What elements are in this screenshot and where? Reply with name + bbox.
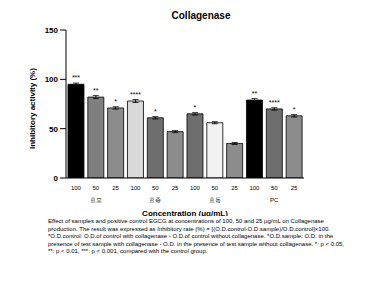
svg-text:*: * bbox=[114, 98, 117, 105]
svg-text:25: 25 bbox=[291, 185, 298, 191]
svg-text:**: ** bbox=[93, 87, 99, 94]
svg-text:Concentration (μg/mL): Concentration (μg/mL) bbox=[142, 209, 228, 216]
svg-text:100: 100 bbox=[71, 185, 82, 191]
svg-text:**: ** bbox=[252, 90, 258, 97]
svg-text:*: * bbox=[293, 106, 296, 113]
svg-text:Inhibitory activity (%): Inhibitory activity (%) bbox=[28, 68, 37, 149]
svg-text:효종: 효종 bbox=[149, 197, 161, 203]
html-text:Effect of samples and positive: Effect of samples and positive control E… bbox=[48, 218, 344, 254]
html-text:Collagenase: Collagenase bbox=[171, 10, 231, 21]
svg-text:효동: 효동 bbox=[209, 197, 221, 203]
svg-text:100: 100 bbox=[190, 185, 201, 191]
svg-text:25: 25 bbox=[112, 185, 119, 191]
svg-text:50: 50 bbox=[49, 125, 58, 134]
svg-text:25: 25 bbox=[231, 185, 238, 191]
svg-text:PC: PC bbox=[270, 197, 279, 203]
svg-text:100: 100 bbox=[130, 185, 141, 191]
svg-text:*: * bbox=[154, 108, 157, 115]
svg-text:100: 100 bbox=[249, 185, 260, 191]
svg-text:100: 100 bbox=[45, 75, 59, 84]
svg-text:150: 150 bbox=[45, 26, 59, 35]
svg-text:****: **** bbox=[269, 99, 280, 106]
svg-text:*: * bbox=[194, 104, 197, 111]
svg-text:****: **** bbox=[130, 91, 141, 98]
svg-text:50: 50 bbox=[152, 185, 159, 191]
svg-text:50: 50 bbox=[271, 185, 278, 191]
svg-text:50: 50 bbox=[211, 185, 218, 191]
svg-text:50: 50 bbox=[92, 185, 99, 191]
svg-text:25: 25 bbox=[172, 185, 179, 191]
svg-text:0: 0 bbox=[54, 174, 59, 183]
svg-text:***: *** bbox=[72, 74, 80, 81]
svg-text:효모: 효모 bbox=[90, 197, 102, 203]
